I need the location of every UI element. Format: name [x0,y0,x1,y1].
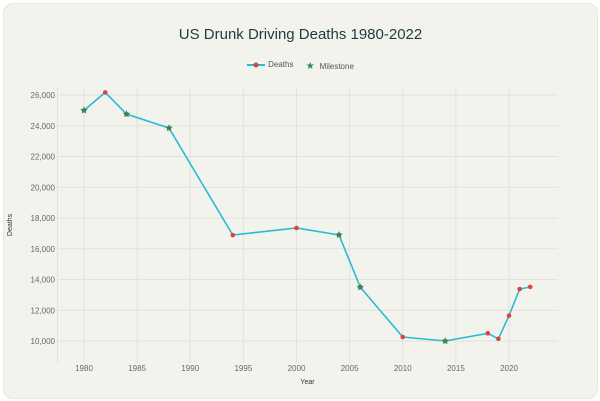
x-tick-label: 2015 [447,364,465,373]
y-tick-label: 26,000 [31,91,56,100]
milestone-star [122,110,131,118]
deaths-point [496,336,501,342]
x-tick-label: 1990 [181,364,199,373]
y-tick-label: 24,000 [31,122,56,131]
x-tick-label: 1985 [128,364,146,373]
deaths-point [485,331,491,336]
deaths-point [230,232,236,238]
chart-title: US Drunk Driving Deaths 1980-2022 [178,26,423,43]
milestone-star [356,283,365,291]
x-tick-label: 2000 [288,364,306,373]
deaths-point [294,225,299,231]
y-tick-label: 22,000 [31,153,56,162]
legend: Deaths ★ Milestone [4,60,597,72]
legend-item-deaths[interactable]: Deaths [247,60,293,69]
milestone-star [80,106,88,114]
legend-label: Deaths [268,60,294,69]
deaths-point [517,286,522,292]
y-tick-label: 10,000 [31,337,56,346]
chart-card: US Drunk Driving Deaths 1980-2022 Deaths… [3,3,598,399]
deaths-point [506,313,512,318]
x-tick-label: 2010 [394,364,412,373]
y-axis-label: Deaths [7,213,14,236]
star-icon: ★ [305,60,315,72]
deaths-point [527,284,533,290]
line-marker-icon [247,62,266,67]
y-tick-label: 16,000 [31,245,56,254]
x-tick-label: 2005 [341,364,359,373]
x-tick-label: 1995 [234,364,252,373]
y-tick-label: 14,000 [31,276,56,285]
legend-label: Milestone [319,61,354,71]
deaths-point [102,90,108,95]
deaths-line [83,91,531,342]
milestone-star [441,337,450,345]
y-tick-label: 20,000 [31,183,56,192]
x-tick-label: 1980 [75,364,93,373]
y-tick-label: 18,000 [31,214,56,223]
x-axis-label: Year [300,379,315,386]
y-tick-label: 12,000 [31,306,56,315]
x-tick-label: 2020 [500,364,518,373]
milestone-star [165,124,173,132]
milestone-star [335,230,343,239]
legend-item-milestone[interactable]: ★ Milestone [306,61,354,72]
deaths-point [400,334,406,340]
